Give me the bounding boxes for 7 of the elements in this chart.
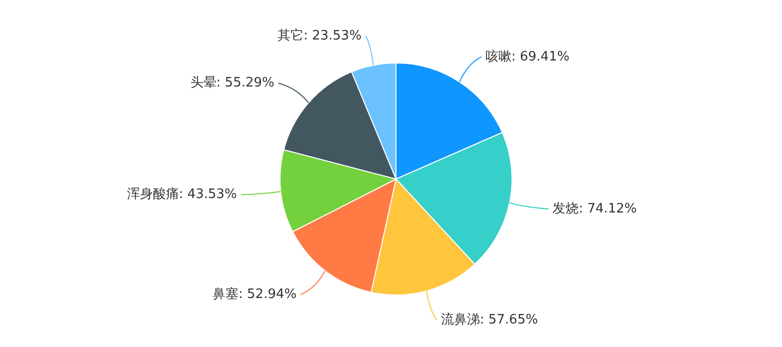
slice-label: 鼻塞: 52.94% [212,286,297,302]
slice-label: 其它: 23.53% [277,27,362,44]
slice-label: 咳嗽: 69.41% [485,49,570,64]
slice-label: 发烧: 74.12% [552,201,637,216]
slice-label: 浑身酸痛: 43.53% [126,187,237,202]
slice-label: 头晕: 55.29% [190,76,274,91]
slice-label: 流鼻涕: 57.65% [440,311,538,328]
